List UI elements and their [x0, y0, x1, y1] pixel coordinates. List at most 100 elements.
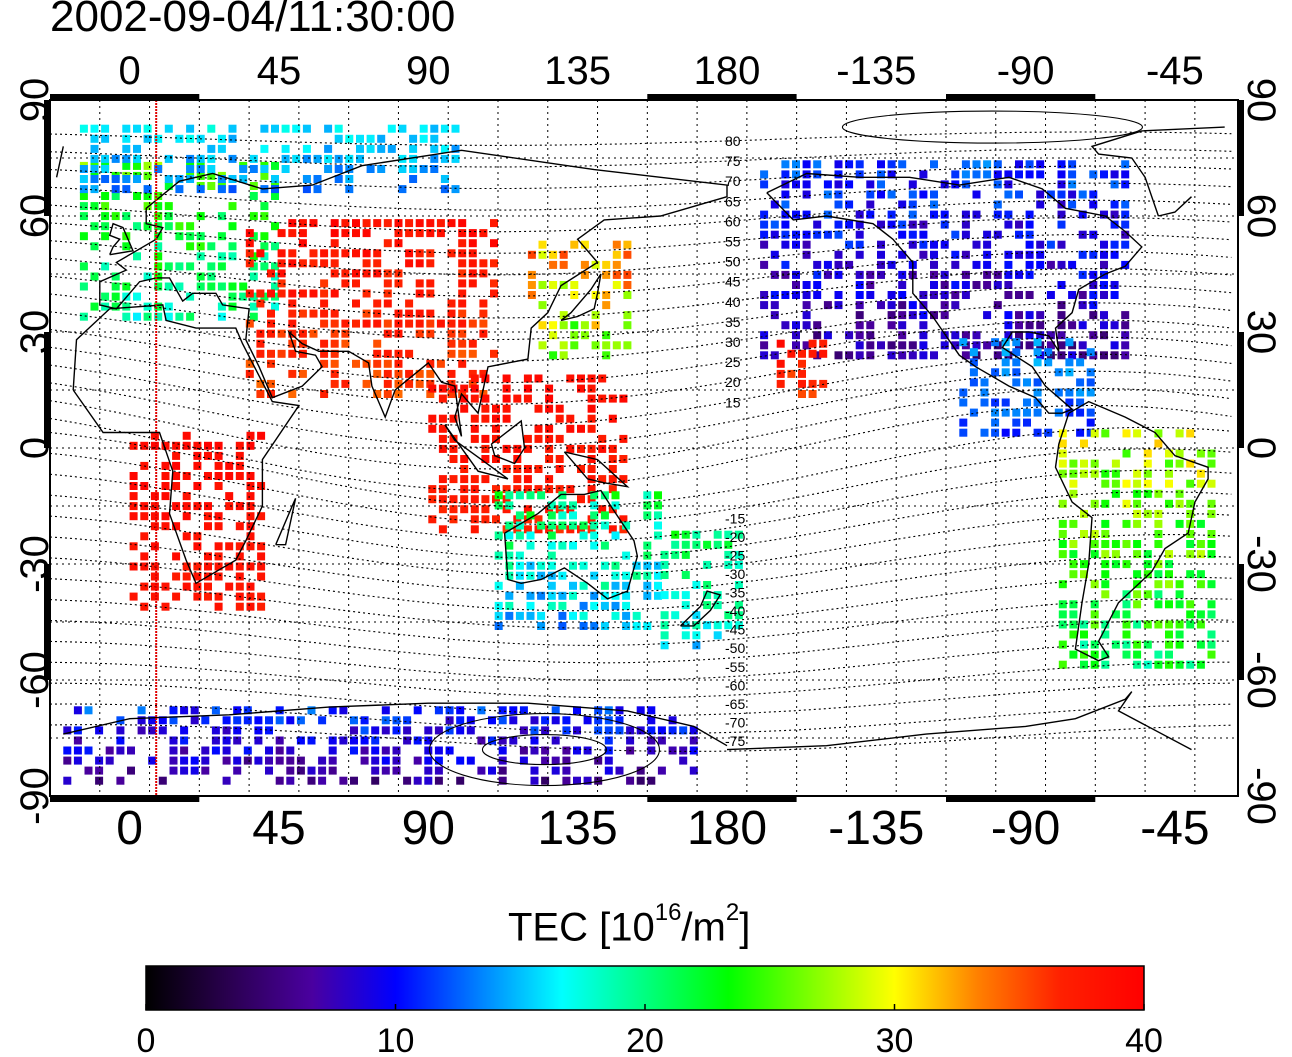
tec-cell [724, 621, 733, 630]
tec-cell [1101, 429, 1110, 438]
tec-cell [1057, 331, 1066, 340]
tec-cell [275, 716, 284, 725]
tec-cell [456, 776, 465, 785]
tec-cell [245, 319, 254, 328]
tec-cell [530, 776, 539, 785]
tec-cell [604, 766, 613, 775]
tec-cell [90, 154, 99, 163]
tec-cell [341, 279, 350, 288]
tec-cell [1065, 338, 1074, 347]
tec-cell [101, 192, 110, 200]
tec-cell [579, 531, 588, 540]
tec-cell [161, 522, 170, 531]
tec-cell [129, 592, 138, 601]
tec-cell [415, 249, 424, 258]
tec-cell [254, 716, 263, 725]
tec-cell [1143, 449, 1152, 458]
tec-cell [190, 716, 199, 725]
coastline [72, 304, 301, 585]
tec-cell [526, 541, 535, 550]
tec-cell [426, 329, 435, 338]
tec-cell [877, 190, 885, 199]
tec-cell [172, 522, 181, 531]
tec-cell [1133, 519, 1142, 528]
tec-cell [1090, 610, 1099, 619]
tec-cell [1133, 640, 1142, 649]
tec-cell [787, 369, 796, 378]
tec-data-cells [63, 124, 1216, 785]
tec-cell [551, 716, 560, 725]
tec-cell [1110, 170, 1119, 179]
tec-cell [1154, 530, 1163, 538]
tec-cell [394, 309, 403, 318]
tec-cell [1068, 351, 1077, 360]
tec-cell [569, 611, 577, 620]
tec-cell [228, 134, 237, 143]
tec-cell [703, 621, 712, 630]
tec-cell [1068, 180, 1077, 189]
tec-cell [734, 611, 743, 620]
tec-cell [534, 434, 543, 443]
tec-cell [1078, 190, 1087, 199]
tec-cell [1165, 600, 1173, 609]
tec-cell [1036, 260, 1045, 269]
tec-cell [1033, 428, 1042, 437]
tec-cell [150, 441, 159, 450]
tec-cell [228, 242, 237, 251]
tec-cell [154, 312, 163, 321]
tec-cell [951, 301, 960, 310]
tec-cell [90, 144, 99, 153]
tec-cell [1069, 469, 1078, 478]
bottom-tick-label: 135 [538, 802, 618, 855]
tec-cell [458, 219, 467, 228]
tec-cell [415, 259, 424, 268]
tec-cell [309, 259, 318, 268]
tec-cell [214, 451, 223, 460]
tec-cell [277, 289, 286, 298]
tec-cell [438, 384, 447, 393]
right-tick-label: -60 [1239, 651, 1283, 709]
tec-cell [1033, 378, 1042, 387]
tec-cell [526, 601, 535, 610]
tec-cell [1036, 250, 1045, 259]
tec-cell [1101, 580, 1110, 589]
tec-cell [898, 291, 907, 299]
tec-cell [383, 319, 392, 328]
tec-cell [233, 736, 242, 745]
tec-cell [1058, 449, 1067, 458]
tec-cell [211, 706, 220, 715]
tec-cell [703, 560, 712, 569]
tec-cell [770, 291, 779, 299]
tec-cell [140, 552, 149, 561]
tec-cell [547, 541, 556, 550]
tec-cell [834, 220, 843, 229]
tec-cell [1100, 331, 1108, 340]
tec-cell [436, 229, 445, 238]
tec-cell [855, 170, 864, 179]
tec-cell [254, 736, 263, 745]
tec-cell [1100, 291, 1108, 299]
tec-cell [660, 621, 669, 630]
tec-cell [940, 240, 949, 249]
tec-cell [969, 378, 978, 387]
tec-cell [643, 581, 652, 590]
tec-cell [352, 319, 360, 328]
tec-cell [1207, 580, 1216, 589]
tec-cell [1069, 459, 1078, 468]
tec-cell [1089, 170, 1098, 179]
tec-cell [604, 716, 613, 725]
tec-cell [1065, 368, 1074, 377]
tec-cell [405, 259, 414, 268]
contour-line [50, 387, 1232, 470]
tec-cell [154, 192, 163, 200]
tec-cell [150, 492, 159, 501]
tec-cell [225, 472, 234, 480]
tec-cell [505, 501, 514, 510]
tec-cell [394, 369, 403, 378]
tec-cell [101, 154, 110, 163]
tec-cell [424, 746, 433, 755]
tec-cell [660, 641, 669, 650]
tec-cell [101, 292, 110, 301]
tec-cell [373, 269, 382, 278]
tec-cell [770, 220, 779, 229]
